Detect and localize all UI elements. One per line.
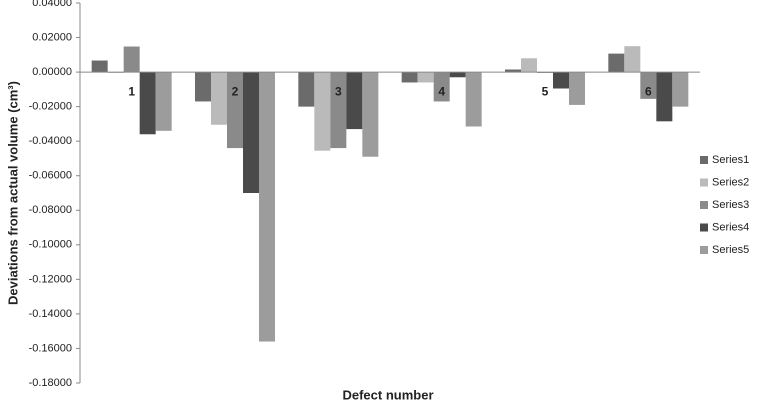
bar — [91, 60, 108, 73]
legend-label: Series3 — [712, 199, 749, 211]
bar — [521, 58, 537, 73]
x-axis-title: Defect number — [342, 387, 433, 401]
bar — [211, 72, 227, 125]
legend-label: Series1 — [712, 154, 749, 166]
bar — [155, 72, 172, 131]
bar — [656, 72, 673, 122]
legend-swatch — [700, 156, 708, 164]
bar — [259, 72, 275, 342]
bar — [227, 72, 243, 149]
y-tick-label: 0.00000 — [32, 66, 72, 78]
x-tick-label: 6 — [645, 84, 652, 98]
y-tick-label: 0.04000 — [32, 0, 72, 9]
bar — [465, 72, 482, 127]
bar — [195, 72, 211, 102]
y-tick-label: -0.18000 — [29, 377, 72, 389]
bar — [569, 72, 585, 105]
x-tick-label: 4 — [438, 84, 445, 98]
bar — [449, 72, 466, 78]
x-tick-label: 1 — [128, 84, 135, 98]
y-tick-label: -0.02000 — [29, 101, 72, 113]
bar — [505, 69, 521, 73]
y-tick-label: -0.06000 — [29, 170, 72, 182]
legend-label: Series5 — [712, 244, 749, 256]
y-tick-label: 0.02000 — [32, 31, 72, 43]
legend-label: Series2 — [712, 176, 749, 188]
y-tick-label: -0.04000 — [29, 135, 72, 147]
bar — [298, 72, 315, 107]
y-tick-label: -0.10000 — [29, 239, 72, 251]
y-tick-label: -0.16000 — [29, 342, 72, 354]
legend-swatch — [700, 246, 708, 254]
legend-label: Series4 — [712, 221, 749, 233]
y-axis-title: Deviations from actual volume (cm³) — [5, 81, 20, 305]
legend-swatch — [700, 223, 708, 232]
bar — [346, 72, 363, 130]
bar — [401, 72, 418, 83]
bar — [123, 46, 140, 73]
bar — [243, 72, 259, 193]
y-tick-label: -0.12000 — [29, 273, 72, 285]
bar — [608, 53, 625, 73]
legend-swatch — [700, 201, 708, 209]
x-tick-label: 5 — [542, 84, 549, 98]
bar — [624, 46, 641, 73]
bar — [330, 72, 347, 149]
x-tick-label: 3 — [335, 84, 342, 98]
bar — [314, 72, 331, 151]
bar — [417, 72, 434, 83]
bar — [640, 72, 657, 99]
bar — [139, 72, 156, 135]
bar — [553, 72, 569, 89]
bar — [362, 72, 379, 157]
y-tick-label: -0.08000 — [29, 204, 72, 216]
bar — [672, 72, 689, 107]
legend-swatch — [700, 178, 708, 187]
y-tick-label: -0.14000 — [29, 308, 72, 320]
x-tick-label: 2 — [232, 84, 239, 98]
bar — [433, 72, 450, 102]
